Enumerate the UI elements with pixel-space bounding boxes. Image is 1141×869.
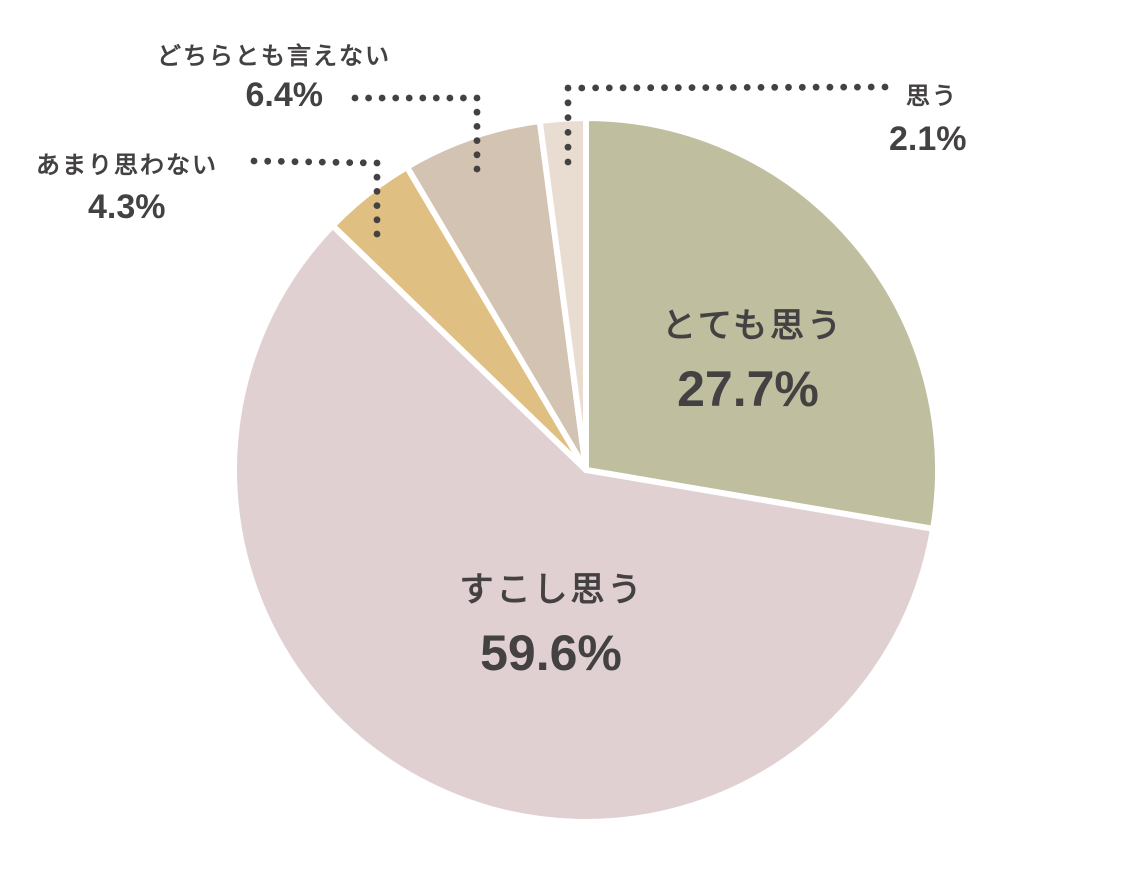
leader-dot — [264, 157, 272, 165]
leader-dot — [730, 84, 737, 91]
slice-label-sukoshi: すこし思う — [459, 570, 645, 610]
leader-dot — [373, 202, 381, 210]
leader-dot — [419, 94, 427, 102]
leader-dot — [771, 83, 779, 91]
leader-dot — [473, 108, 481, 116]
pie-slice-omou — [536, 115, 589, 473]
leader-lines — [250, 83, 889, 238]
slice-value-amari: 4.3% — [88, 188, 166, 226]
leader-dot — [318, 158, 326, 166]
slice-label-amari: あまり思わない — [36, 151, 218, 179]
leader-dot — [633, 84, 641, 92]
leader-dot — [564, 84, 572, 92]
leader-dot — [785, 83, 792, 91]
leader-dot — [688, 84, 696, 91]
leader-dot — [743, 84, 751, 91]
pie-slice-totemo — [583, 115, 941, 532]
leader-dot — [373, 188, 381, 195]
leader-dot — [473, 151, 481, 159]
leader-dot — [702, 84, 710, 91]
leader-dot — [460, 94, 467, 102]
leader-dot — [305, 158, 313, 166]
leader-dot — [277, 158, 285, 165]
pie-slices — [231, 115, 941, 825]
slice-label-omou: 思う — [906, 82, 958, 110]
slice-value-totemo: 27.7% — [677, 361, 819, 417]
leader-dot — [351, 94, 359, 102]
leader-line-dochira — [351, 94, 481, 173]
leader-line-omou — [564, 83, 889, 166]
leader-dot — [812, 83, 820, 91]
pie-slice-sukoshi — [231, 222, 937, 825]
slice-value-omou: 2.1% — [889, 120, 967, 158]
leader-dot — [716, 84, 723, 91]
leader-dot — [605, 84, 613, 92]
leader-dot — [564, 158, 572, 166]
leader-dot — [473, 123, 481, 130]
leader-dot — [291, 158, 299, 166]
leader-dot — [840, 83, 848, 91]
leader-dot — [473, 94, 481, 102]
leader-dot — [798, 83, 806, 91]
leader-dot — [826, 83, 834, 91]
leader-dot — [373, 173, 381, 181]
leader-dot — [473, 137, 481, 145]
leader-dot — [432, 94, 440, 102]
leader-dot — [473, 165, 481, 173]
leader-dot — [346, 159, 354, 167]
leader-dot — [564, 114, 572, 121]
pie-slice-dochira — [403, 118, 589, 473]
leader-dot — [365, 94, 372, 102]
leader-dot — [647, 84, 655, 92]
slice-label-dochira: どちらとも言えない — [157, 42, 391, 70]
slice-label-totemo: とても思う — [661, 306, 845, 346]
leader-dot — [564, 129, 572, 136]
leader-dot — [661, 84, 668, 92]
leader-dot — [881, 83, 889, 91]
leader-line-amari — [250, 157, 381, 238]
leader-dot — [592, 84, 599, 92]
leader-dot — [373, 216, 381, 224]
leader-dot — [359, 159, 367, 167]
leader-dot — [392, 94, 400, 102]
leader-dot — [757, 84, 765, 91]
slice-value-sukoshi: 59.6% — [480, 625, 622, 681]
leader-dot — [619, 84, 627, 92]
leader-dot — [674, 84, 682, 92]
leader-dot — [867, 83, 875, 91]
leader-dot — [405, 94, 413, 102]
leader-dot — [446, 94, 454, 102]
leader-dot — [854, 83, 861, 91]
leader-dot — [564, 143, 572, 151]
leader-dot — [332, 158, 340, 166]
leader-dot — [250, 157, 258, 165]
leader-dot — [373, 159, 381, 167]
leader-dot — [564, 99, 572, 107]
leader-dot — [378, 94, 386, 102]
leader-dot — [373, 230, 381, 238]
leader-dot — [578, 84, 586, 92]
slice-value-dochira: 6.4% — [245, 76, 324, 114]
